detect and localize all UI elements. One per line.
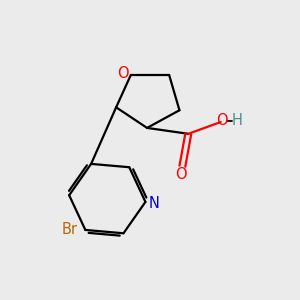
Text: O: O <box>216 113 228 128</box>
Text: Br: Br <box>62 222 78 237</box>
Text: O: O <box>175 167 187 182</box>
Text: H: H <box>231 113 242 128</box>
Text: N: N <box>149 196 160 211</box>
Text: O: O <box>117 66 128 81</box>
